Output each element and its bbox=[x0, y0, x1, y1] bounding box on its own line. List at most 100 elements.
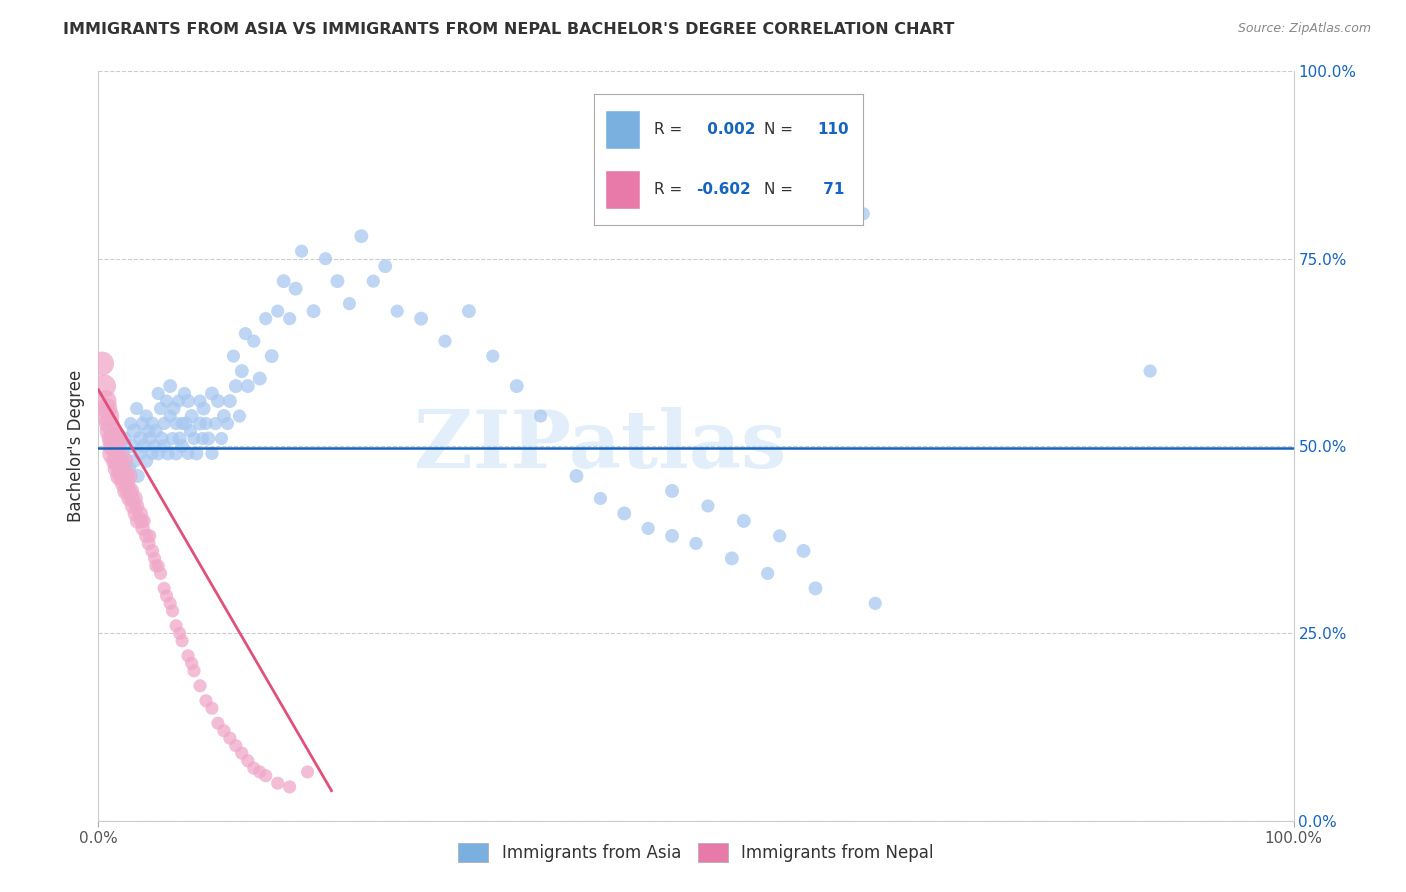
Point bbox=[111, 469, 134, 483]
Point bbox=[145, 424, 167, 438]
Point bbox=[148, 558, 170, 573]
Point bbox=[139, 529, 162, 543]
Point bbox=[159, 409, 181, 423]
Point bbox=[155, 589, 177, 603]
Point bbox=[204, 417, 226, 431]
Point bbox=[153, 417, 176, 431]
Point bbox=[108, 469, 131, 483]
Point bbox=[195, 694, 218, 708]
Point bbox=[179, 424, 201, 438]
Point bbox=[236, 754, 259, 768]
Point bbox=[143, 551, 166, 566]
Point bbox=[115, 476, 138, 491]
Point bbox=[661, 529, 683, 543]
Point bbox=[697, 499, 720, 513]
Point bbox=[120, 417, 142, 431]
Point bbox=[127, 469, 149, 483]
Point bbox=[411, 311, 433, 326]
Point bbox=[212, 723, 235, 738]
Point bbox=[131, 521, 153, 535]
Point bbox=[177, 648, 200, 663]
Point bbox=[153, 439, 176, 453]
Point bbox=[172, 633, 194, 648]
Point bbox=[201, 701, 224, 715]
Point bbox=[114, 432, 136, 446]
Point bbox=[174, 417, 197, 431]
Point bbox=[219, 731, 242, 746]
Point bbox=[815, 184, 838, 198]
Point bbox=[156, 446, 179, 460]
Point bbox=[107, 454, 129, 468]
Point bbox=[613, 507, 636, 521]
Point bbox=[97, 409, 120, 423]
Point bbox=[231, 364, 253, 378]
Point bbox=[135, 409, 157, 423]
Point bbox=[804, 582, 827, 596]
Point bbox=[188, 417, 211, 431]
Point bbox=[165, 619, 187, 633]
Point bbox=[506, 379, 529, 393]
Point bbox=[212, 409, 235, 423]
Point bbox=[159, 596, 181, 610]
Point bbox=[243, 334, 266, 348]
Point bbox=[350, 229, 373, 244]
Point bbox=[165, 417, 187, 431]
Point bbox=[155, 394, 177, 409]
Point bbox=[481, 349, 505, 363]
Point bbox=[162, 604, 184, 618]
Point bbox=[129, 446, 152, 460]
Point bbox=[363, 274, 385, 288]
Text: ZIPatlas: ZIPatlas bbox=[415, 407, 786, 485]
Point bbox=[93, 379, 115, 393]
Point bbox=[96, 401, 118, 416]
Point bbox=[150, 432, 173, 446]
Y-axis label: Bachelor's Degree: Bachelor's Degree bbox=[66, 370, 84, 522]
Point bbox=[115, 483, 138, 498]
Point bbox=[188, 394, 211, 409]
Point bbox=[98, 417, 121, 431]
Point bbox=[793, 544, 815, 558]
Point bbox=[249, 371, 271, 385]
Point bbox=[169, 626, 191, 640]
Point bbox=[94, 394, 117, 409]
Point bbox=[434, 334, 457, 348]
Point bbox=[637, 521, 659, 535]
Point bbox=[169, 432, 191, 446]
Point bbox=[231, 746, 253, 760]
Text: Source: ZipAtlas.com: Source: ZipAtlas.com bbox=[1237, 22, 1371, 36]
Point bbox=[243, 761, 266, 775]
Point bbox=[132, 514, 155, 528]
Point bbox=[201, 446, 224, 460]
Point bbox=[117, 469, 139, 483]
Point bbox=[326, 274, 349, 288]
Point bbox=[458, 304, 481, 318]
Point bbox=[103, 446, 125, 460]
Point bbox=[267, 776, 290, 790]
Point bbox=[721, 551, 744, 566]
Point bbox=[188, 679, 211, 693]
Point bbox=[225, 379, 247, 393]
Point bbox=[235, 326, 257, 341]
Point bbox=[91, 357, 114, 371]
Point bbox=[149, 401, 172, 416]
Point bbox=[124, 507, 146, 521]
Point bbox=[249, 764, 271, 779]
Point bbox=[120, 483, 142, 498]
Point bbox=[278, 311, 301, 326]
Point bbox=[186, 446, 208, 460]
Point bbox=[315, 252, 337, 266]
Point bbox=[122, 499, 145, 513]
Point bbox=[297, 764, 319, 779]
Point bbox=[149, 566, 172, 581]
Point bbox=[302, 304, 325, 318]
Point bbox=[228, 409, 250, 423]
Point bbox=[167, 394, 190, 409]
Point bbox=[121, 491, 143, 506]
Point bbox=[124, 491, 146, 506]
Point bbox=[197, 432, 219, 446]
Point bbox=[291, 244, 314, 259]
Point bbox=[138, 536, 160, 550]
Point bbox=[565, 469, 588, 483]
Point bbox=[139, 432, 162, 446]
Point bbox=[117, 461, 139, 475]
